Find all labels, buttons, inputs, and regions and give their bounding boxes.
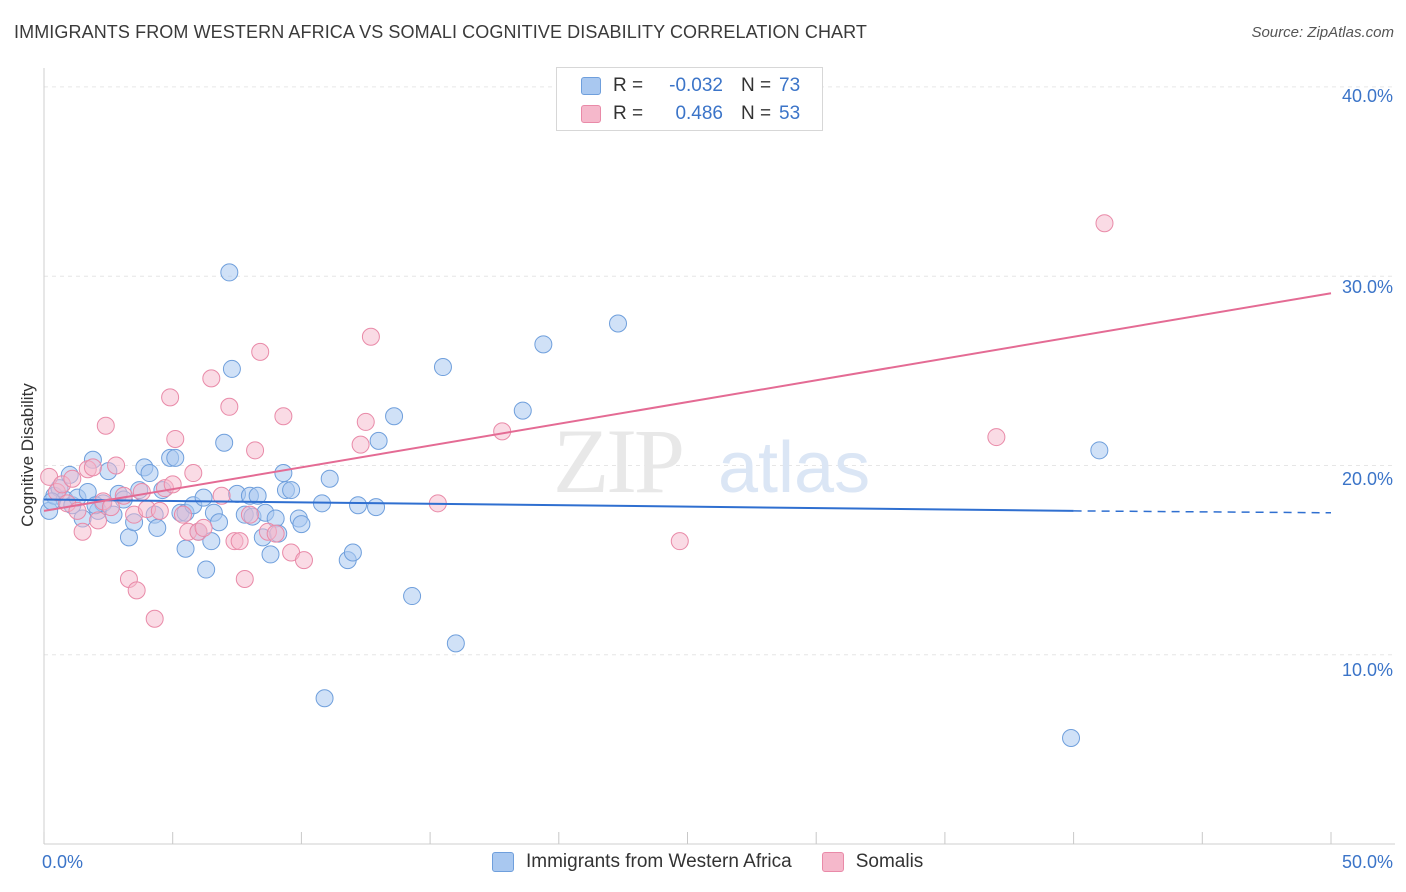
data-point-western-africa [433, 358, 452, 377]
legend-r-value: 0.486 [675, 103, 723, 124]
data-point-western-africa [202, 532, 221, 551]
data-point-somalis [266, 524, 285, 543]
data-point-somalis [246, 441, 265, 460]
data-point-western-africa [403, 587, 422, 606]
y-axis-label: Cognitive Disability [18, 383, 37, 527]
data-point-western-africa [261, 545, 280, 564]
data-point-somalis [235, 570, 254, 589]
data-point-western-africa [282, 481, 301, 500]
data-point-western-africa [166, 448, 185, 467]
legend-r-label: R = [613, 75, 644, 96]
data-point-western-africa [197, 560, 216, 579]
data-point-somalis [107, 456, 126, 475]
data-point-western-africa [248, 486, 267, 505]
data-point-somalis [670, 532, 689, 551]
data-point-western-africa [220, 263, 239, 282]
data-point-somalis [194, 518, 213, 537]
data-point-western-africa [274, 464, 293, 483]
data-point-western-africa [215, 433, 234, 452]
data-point-western-africa [315, 689, 334, 708]
legend-n-label: N = [741, 75, 772, 96]
chart-source: Source: ZipAtlas.com [1251, 24, 1394, 41]
data-point-western-africa [210, 513, 229, 532]
trend-line-western-africa [43, 498, 1074, 512]
data-point-somalis [161, 388, 180, 407]
data-point-somalis [356, 412, 375, 431]
bottom-legend-label-blue: Immigrants from Western Africa [526, 851, 792, 872]
data-point-somalis [73, 522, 92, 541]
data-point-western-africa [343, 543, 362, 562]
legend-r-label: R = [613, 103, 644, 124]
legend-swatch-blue [581, 77, 601, 95]
data-point-western-africa [534, 335, 553, 354]
data-point-western-africa [513, 401, 532, 420]
data-point-somalis [987, 428, 1006, 447]
bottom-legend-item-blue: Immigrants from Western Africa [492, 851, 792, 873]
data-point-somalis [251, 342, 270, 361]
data-point-somalis [166, 429, 185, 448]
data-point-somalis [132, 482, 151, 501]
data-point-somalis [1095, 214, 1114, 233]
data-point-somalis [173, 505, 192, 524]
x-tick-max: 50.0% [1341, 852, 1393, 872]
data-point-somalis [294, 551, 313, 570]
legend-row-pink: R = 0.486 N = 53 [581, 102, 800, 126]
data-point-somalis [83, 458, 102, 477]
data-point-western-africa [292, 515, 311, 534]
data-point-somalis [230, 532, 249, 551]
data-point-somalis [184, 464, 203, 483]
y-tick-10: 10.0% [1341, 660, 1393, 680]
y-tick-30: 30.0% [1341, 277, 1393, 297]
data-point-somalis [220, 397, 239, 416]
data-point-western-africa [349, 496, 368, 515]
trend-line-somalis [43, 292, 1332, 512]
legend-r-value: -0.032 [669, 75, 723, 96]
data-point-western-africa [385, 407, 404, 426]
legend-swatch-pink [581, 105, 601, 123]
data-point-western-africa [1090, 441, 1109, 460]
data-point-somalis [127, 581, 146, 600]
chart-title: IMMIGRANTS FROM WESTERN AFRICA VS SOMALI… [14, 22, 868, 42]
data-point-somalis [240, 505, 259, 524]
data-point-western-africa [140, 464, 159, 483]
data-point-western-africa [194, 488, 213, 507]
data-point-western-africa [446, 634, 465, 653]
y-tick-40: 40.0% [1341, 86, 1393, 106]
data-point-western-africa [1062, 729, 1081, 748]
data-point-somalis [202, 369, 221, 388]
legend: R = -0.032 N = 73 R = 0.486 N = 53 [556, 67, 823, 131]
data-point-western-africa [119, 528, 138, 547]
data-point-somalis [351, 435, 370, 454]
bottom-legend-item-pink: Somalis [821, 851, 924, 873]
data-point-somalis [361, 327, 380, 346]
bottom-legend: Immigrants from Western Africa Somalis [492, 851, 953, 873]
data-point-somalis [89, 511, 108, 530]
data-point-somalis [150, 501, 169, 520]
watermark-atlas: atlas [718, 428, 870, 508]
data-point-somalis [63, 469, 82, 488]
legend-n-value: 73 [779, 75, 801, 96]
data-point-western-africa [176, 539, 195, 558]
trend-line-western-africa-extension [1073, 510, 1332, 514]
data-point-somalis [145, 609, 164, 628]
bottom-legend-swatch-blue [492, 852, 514, 872]
data-point-somalis [274, 407, 293, 426]
y-tick-20: 20.0% [1341, 469, 1393, 489]
watermark-zip: ZIP [553, 410, 682, 512]
legend-row-blue: R = -0.032 N = 73 [581, 74, 800, 98]
data-point-somalis [96, 416, 115, 435]
data-point-western-africa [369, 431, 388, 450]
bottom-legend-swatch-pink [821, 852, 844, 872]
data-point-western-africa [609, 314, 628, 333]
data-point-western-africa [148, 518, 167, 537]
legend-n-value: 53 [779, 103, 801, 124]
data-point-somalis [212, 486, 231, 505]
data-point-western-africa [367, 498, 386, 517]
data-point-western-africa [222, 359, 241, 378]
bottom-legend-label-pink: Somalis [855, 851, 924, 872]
data-point-western-africa [320, 469, 339, 488]
x-tick-min: 0.0% [42, 852, 84, 872]
legend-n-label: N = [741, 103, 772, 124]
